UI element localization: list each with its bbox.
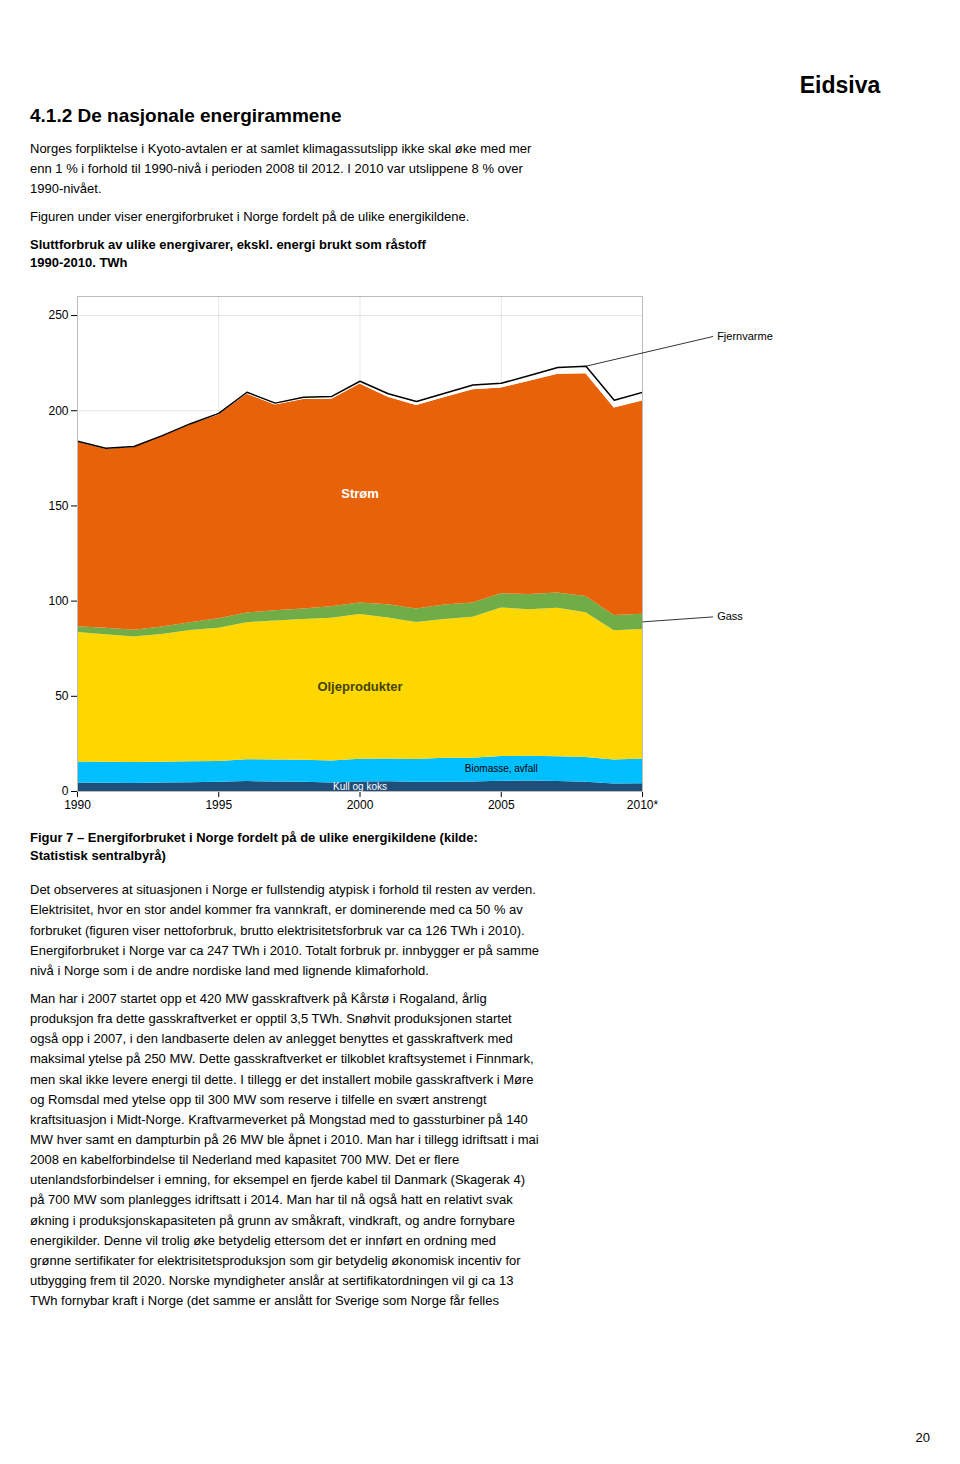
svg-text:250: 250 — [48, 309, 68, 323]
html-text:4.1.2 De nasjonale energiramme: 4.1.2 De nasjonale energirammene — [30, 105, 342, 126]
svg-text:2010*: 2010* — [627, 798, 659, 812]
svg-text:Kull og koks: Kull og koks — [333, 781, 387, 792]
html-text:Figur 7 – Energiforbruket i No: Figur 7 – Energiforbruket i Norge fordel… — [30, 830, 478, 863]
html-text:Sluttforbruk av ulike energiva: Sluttforbruk av ulike energivarer, ekskl… — [30, 236, 426, 252]
svg-text:150: 150 — [48, 499, 68, 513]
svg-text:Strøm: Strøm — [341, 486, 379, 501]
html-text:Eidsiva: Eidsiva — [799, 72, 881, 98]
html-text:Figuren under viser energiforb: Figuren under viser energiforbruket i No… — [30, 209, 470, 225]
html-text:Man har i 2007 startet opp et: Man har i 2007 startet opp et 420 MW gas… — [30, 991, 539, 1309]
svg-text:2000: 2000 — [347, 798, 374, 812]
svg-text:200: 200 — [48, 404, 68, 418]
html-text:20: 20 — [915, 1430, 930, 1445]
svg-text:1995: 1995 — [205, 798, 232, 812]
html-text:Det observeres at situasjonen: Det observeres at situasjonen i Norge er… — [30, 882, 539, 978]
svg-text:100: 100 — [48, 594, 68, 608]
svg-text:1990: 1990 — [64, 798, 91, 812]
html-text:1990-2010. TWh: 1990-2010. TWh — [30, 255, 128, 271]
svg-text:0: 0 — [62, 785, 69, 799]
html-text:Norges forpliktelse i Kyoto-av: Norges forpliktelse i Kyoto-avtalen er a… — [30, 141, 532, 197]
svg-text:50: 50 — [55, 689, 69, 703]
svg-text:2005: 2005 — [488, 798, 515, 812]
svg-text:Fjernvarme: Fjernvarme — [717, 330, 773, 342]
svg-text:Biomasse, avfall: Biomasse, avfall — [465, 763, 538, 774]
svg-text:Gass: Gass — [717, 611, 743, 623]
svg-text:Oljeprodukter: Oljeprodukter — [317, 679, 402, 694]
